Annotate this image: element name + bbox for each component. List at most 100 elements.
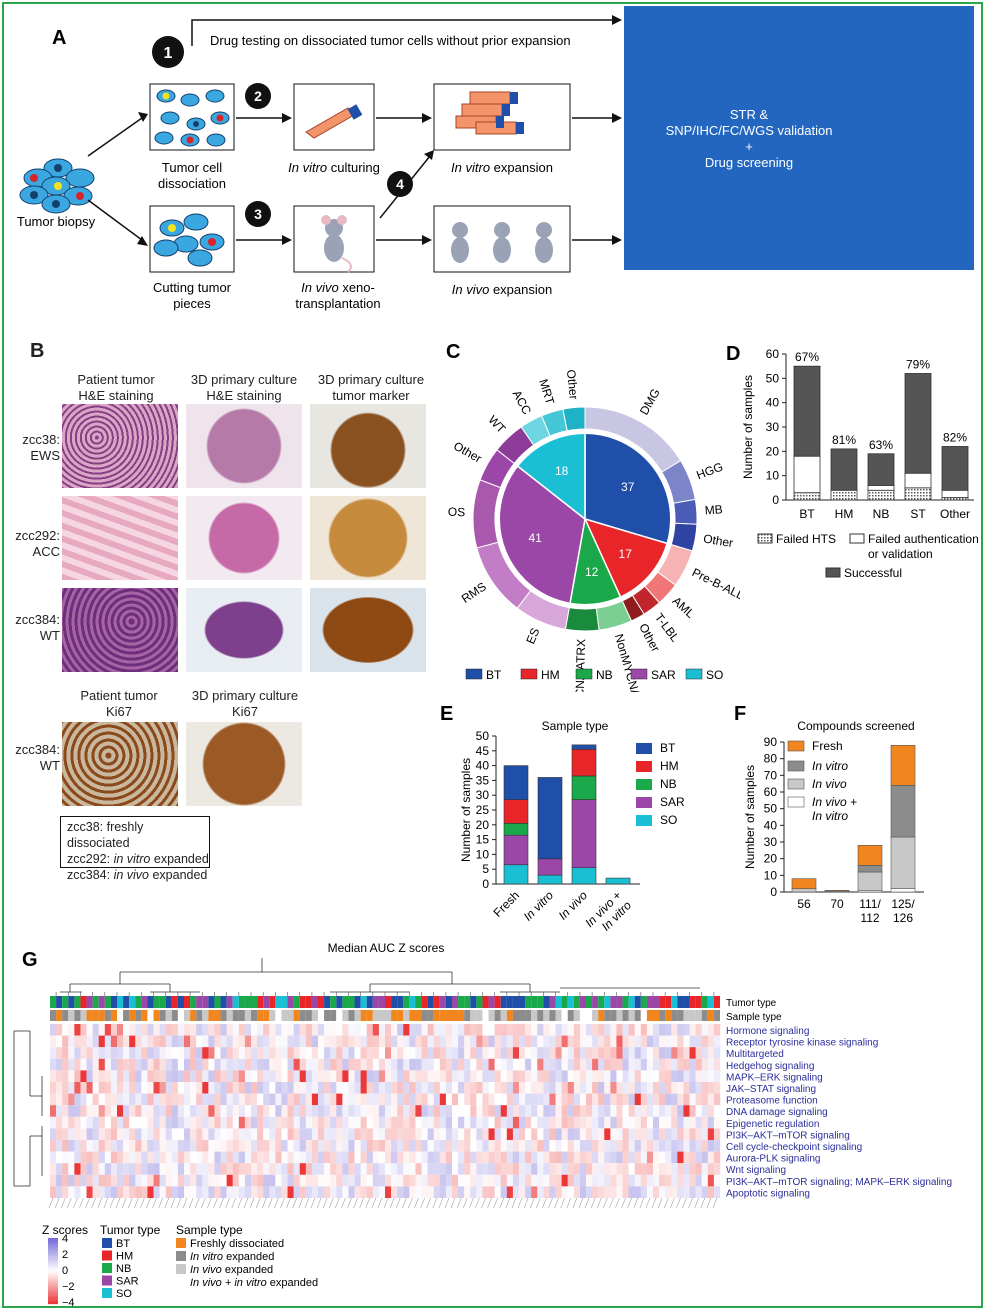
heat-cell	[165, 1093, 173, 1106]
heat-cell	[238, 1140, 246, 1152]
bar-HM	[503, 799, 529, 824]
track-sample-cell	[634, 1010, 641, 1021]
heat-cell	[634, 1058, 642, 1071]
row-label: Wnt signaling	[726, 1165, 786, 1176]
heat-cell	[305, 1105, 313, 1117]
heat-cell	[141, 1116, 148, 1129]
heat-cell	[488, 1128, 495, 1140]
heat-cell	[366, 1174, 374, 1187]
heat-cell	[208, 1070, 215, 1082]
sample-legend-title: Sample type	[176, 1223, 243, 1237]
heat-cell	[586, 1186, 593, 1198]
heat-cell	[281, 1163, 288, 1175]
heat-cell	[68, 1186, 75, 1198]
heat-cell	[293, 1035, 300, 1048]
heat-cell	[305, 1093, 313, 1106]
track-sample-cell	[196, 1010, 203, 1021]
column-id-label	[395, 1197, 401, 1209]
heat-cell	[512, 1035, 520, 1048]
heat-cell	[421, 1128, 428, 1140]
heat-cell	[56, 1035, 63, 1048]
heat-cell	[525, 1047, 532, 1059]
heat-cell	[579, 1140, 587, 1152]
heat-cell	[141, 1082, 148, 1094]
heat-cell	[653, 1047, 660, 1059]
track-sample-cell	[324, 1010, 331, 1021]
heat-cell	[598, 1105, 605, 1117]
he-patient-acc	[62, 496, 178, 580]
heat-cell	[482, 1105, 489, 1117]
heat-cell	[68, 1082, 75, 1094]
tumor-legend-swatch	[102, 1288, 112, 1298]
heat-cell	[433, 1174, 441, 1187]
svg-text:2: 2	[254, 88, 262, 104]
row-label: Proteasome function	[726, 1096, 818, 1107]
heat-cell	[159, 1058, 166, 1071]
heat-cell	[403, 1047, 410, 1059]
column-id-label	[237, 1197, 243, 1209]
heat-cell	[190, 1174, 197, 1187]
heat-cell	[50, 1163, 57, 1175]
heat-cell	[439, 1047, 447, 1059]
heat-cell	[525, 1105, 532, 1117]
panel-e-chart: E Sample type05101520253035404550Number …	[440, 703, 685, 932]
z-scale-step	[48, 1242, 58, 1245]
heat-cell	[586, 1082, 593, 1094]
heat-cell	[86, 1140, 93, 1152]
heat-cell	[129, 1151, 136, 1164]
heat-cell	[555, 1058, 562, 1071]
heat-cell	[117, 1070, 124, 1082]
heat-cell	[129, 1047, 136, 1059]
track-sample-cell	[616, 1010, 623, 1021]
heat-cell	[86, 1024, 93, 1036]
heat-cell	[537, 1047, 544, 1059]
column-id-label	[85, 1197, 90, 1209]
heat-cell	[190, 1163, 197, 1175]
heat-cell	[592, 1082, 599, 1094]
legend-label-SO: SO	[706, 668, 723, 682]
heat-cell	[98, 1174, 106, 1187]
track-tumor-cell	[263, 996, 270, 1008]
heat-cell	[586, 1140, 593, 1152]
heat-cell	[56, 1070, 63, 1082]
legend-label: Failed HTS	[776, 532, 836, 546]
heat-cell	[263, 1140, 270, 1152]
heat-cell	[123, 1082, 130, 1094]
track-tumor-cell	[555, 996, 562, 1008]
heat-cell	[80, 1128, 87, 1140]
heat-cell	[677, 1047, 684, 1059]
heat-cell	[561, 1070, 568, 1082]
heat-cell	[512, 1093, 520, 1106]
y-tick-label: 60	[766, 347, 780, 361]
heat-cell	[470, 1082, 477, 1094]
heat-cell	[433, 1070, 441, 1082]
y-tick-label: 70	[764, 768, 778, 782]
track-tumor-cell	[701, 996, 708, 1008]
heat-cell	[86, 1186, 93, 1198]
heat-cell	[452, 1128, 459, 1140]
heat-cell	[208, 1082, 215, 1094]
heat-cell	[476, 1047, 483, 1059]
heat-cell	[153, 1116, 160, 1129]
heat-cell	[348, 1093, 355, 1106]
heat-cell	[415, 1093, 422, 1106]
track-tumor-cell	[604, 996, 611, 1008]
heat-cell	[360, 1047, 367, 1059]
column-id-label	[645, 1197, 651, 1209]
legend-swatch-NB	[636, 779, 652, 790]
heat-cell	[506, 1186, 514, 1198]
track-tumor-cell	[226, 996, 233, 1008]
heat-cell	[177, 1047, 185, 1059]
heat-cell	[555, 1105, 562, 1117]
heat-cell	[598, 1058, 605, 1071]
heat-cell	[305, 1151, 313, 1164]
heat-cell	[263, 1082, 270, 1094]
column-id-label	[328, 1197, 334, 1209]
heat-cell	[476, 1116, 483, 1129]
heat-cell	[701, 1163, 709, 1175]
heat-cell	[421, 1116, 428, 1129]
heat-cell	[695, 1186, 702, 1198]
track-tumor-cell	[159, 996, 166, 1008]
track-tumor-cell	[177, 996, 184, 1008]
column-id-label	[462, 1197, 468, 1209]
